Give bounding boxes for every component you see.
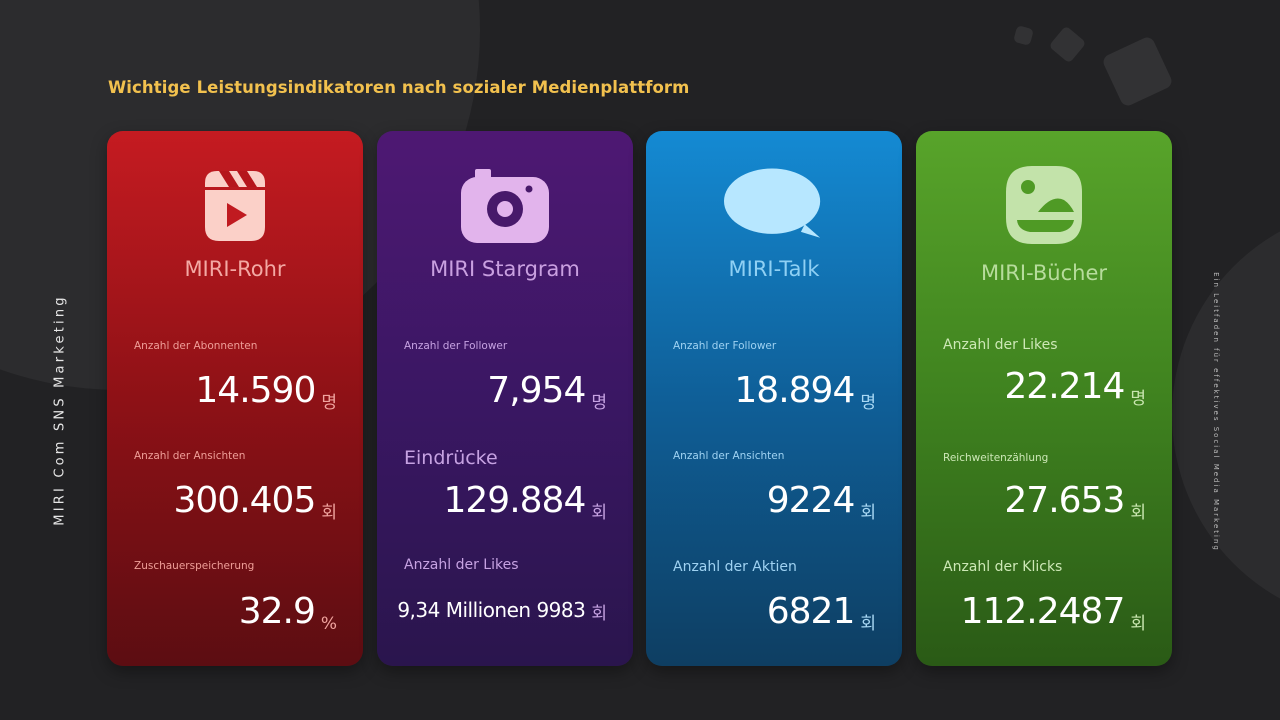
metric-value-row: 6821 회 [766,591,876,634]
camera-icon [455,163,555,247]
metric-unit: 회 [591,503,607,523]
metric-unit: % [320,614,337,634]
metric-value-row: 18.894 명 [734,370,876,413]
metric-value-row: 14.590 명 [195,370,337,413]
metric-value-row: 112.2487 회 [960,591,1146,634]
metric-label: Zuschauerspeicherung [134,560,255,572]
metric-value: 9224 [766,480,856,521]
metric-unit: 회 [591,604,607,624]
metric-label: Anzahl der Likes [943,337,1058,353]
metric-label: Anzahl der Abonnenten [134,340,258,352]
platform-card-miri-rohr: MIRI-Rohr Anzahl der Abonnenten 14.590 명… [107,131,363,666]
metric-unit: 명 [1130,389,1146,409]
metric-value: 14.590 [195,370,316,411]
metric-label: Anzahl der Ansichten [134,450,246,462]
metric-label: Anzahl der Follower [404,340,508,352]
metric-value-row: 7,954 명 [487,370,607,413]
metric-unit: 회 [1130,614,1146,634]
image-face-icon [994,163,1094,247]
metric-value-row: 9,34 Millionen 9983 회 [397,598,607,624]
platform-name: MIRI-Talk [728,257,820,281]
metric-unit: 회 [1130,503,1146,523]
metric-value-row: 9224 회 [766,480,876,523]
platform-card-miri-buecher: MIRI-Bücher Anzahl der Likes 22.214 명 Re… [916,131,1172,666]
metric-label: Anzahl der Ansichten [673,450,785,462]
decorative-square [1048,25,1087,64]
metric-unit: 명 [591,393,607,413]
platform-name: MIRI-Rohr [184,257,286,281]
decorative-square [1013,25,1034,46]
side-caption-right: Ein Leitfaden für effektives Social Medi… [1212,272,1220,552]
speech-bubble-icon [724,163,824,247]
platform-name: MIRI Stargram [430,257,580,281]
metric-unit: 회 [860,503,876,523]
metric-value: 18.894 [734,370,855,411]
metric-value-row: 32.9 % [238,591,337,634]
background-circle-right [1172,205,1280,625]
decorative-square [1100,34,1175,109]
metric-label: Anzahl der Aktien [673,559,797,575]
metric-value: 7,954 [487,370,586,411]
metric-label: Reichweitenzählung [943,452,1049,464]
metric-label: Anzahl der Klicks [943,559,1063,575]
metric-value: 129.884 [443,480,586,521]
metric-unit: 명 [321,393,337,413]
metric-label: Anzahl der Follower [673,340,777,352]
metric-unit: 명 [860,393,876,413]
metric-unit: 회 [860,614,876,634]
metric-value: 9,34 Millionen 9983 [397,598,586,622]
metric-label: Eindrücke [404,447,498,469]
metric-value: 32.9 [238,591,316,632]
metric-label: Anzahl der Likes [404,557,519,573]
platform-name: MIRI-Bücher [980,261,1108,285]
platform-card-miri-stargram: MIRI Stargram Anzahl der Follower 7,954 … [377,131,633,666]
side-caption-left: MIRI Com SNS Marketing [52,294,68,526]
metric-unit: 회 [321,503,337,523]
metric-value-row: 129.884 회 [443,480,607,523]
metric-value-row: 300.405 회 [173,480,337,523]
metric-value: 300.405 [173,480,316,521]
metric-value: 27.653 [1004,480,1125,521]
metric-value-row: 22.214 명 [1004,366,1146,409]
metric-value: 112.2487 [960,591,1126,632]
metric-value: 6821 [766,591,856,632]
platform-card-miri-talk: MIRI-Talk Anzahl der Follower 18.894 명 A… [646,131,902,666]
metric-value: 22.214 [1004,366,1125,407]
page-title: Wichtige Leistungsindikatoren nach sozia… [108,78,690,97]
video-reel-icon [185,163,285,247]
metric-value-row: 27.653 회 [1004,480,1146,523]
